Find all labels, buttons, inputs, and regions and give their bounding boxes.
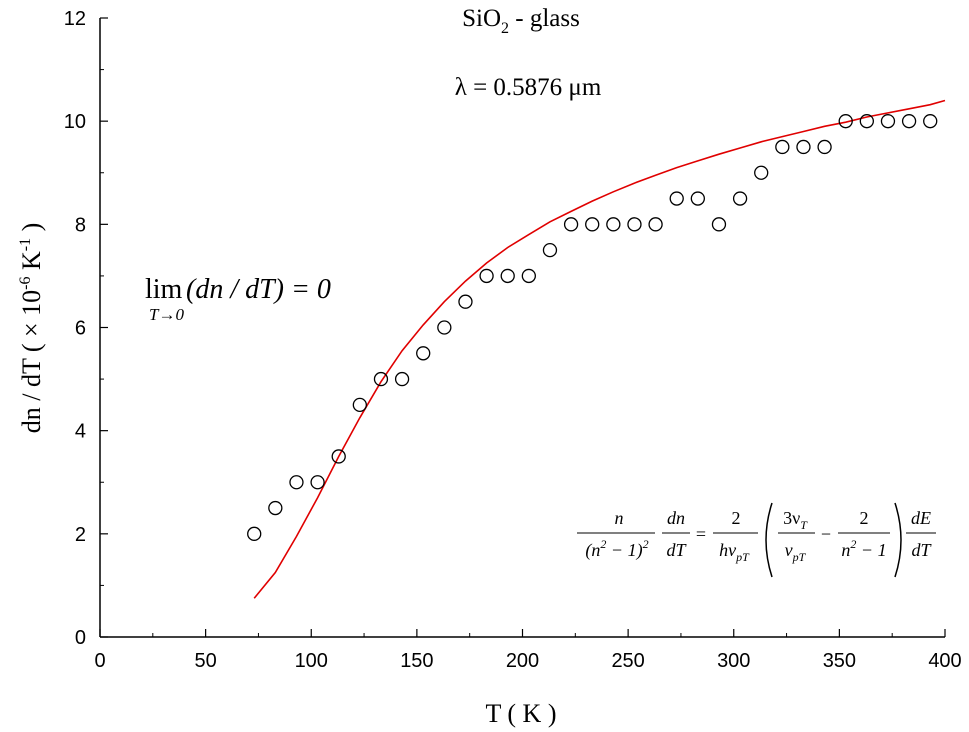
y-tick-label: 8 bbox=[75, 214, 86, 236]
data-point bbox=[310, 475, 325, 490]
y-axis-label: dn / dT ( × 10-6 K-1 ) bbox=[17, 223, 46, 434]
data-point bbox=[669, 191, 684, 206]
data-point bbox=[732, 191, 748, 206]
data-point bbox=[775, 139, 790, 155]
y-tick-label: 2 bbox=[75, 524, 86, 546]
svg-text:dT: dT bbox=[666, 540, 687, 560]
svg-text:dT: dT bbox=[911, 540, 932, 560]
data-point bbox=[817, 139, 832, 155]
data-point bbox=[416, 346, 431, 361]
data-point bbox=[923, 114, 938, 129]
svg-text:νpT: νpT bbox=[785, 540, 807, 564]
data-point bbox=[648, 217, 663, 232]
fit-curve bbox=[253, 99, 946, 599]
data-point bbox=[268, 500, 283, 516]
x-tick-label: 350 bbox=[823, 650, 856, 672]
axes bbox=[99, 18, 945, 638]
svg-text:(dn / dT) = 0: (dn / dT) = 0 bbox=[186, 274, 331, 305]
y-tick-label: 10 bbox=[64, 111, 86, 133]
data-point bbox=[437, 320, 452, 335]
data-point bbox=[500, 268, 515, 284]
svg-text:=: = bbox=[696, 524, 706, 544]
svg-text:n: n bbox=[615, 508, 624, 528]
data-point bbox=[796, 139, 811, 155]
data-points bbox=[247, 114, 938, 541]
data-point bbox=[838, 114, 853, 129]
svg-text:2: 2 bbox=[732, 508, 741, 528]
limit-annotation: lim T→0 (dn / dT) = 0 bbox=[145, 274, 331, 324]
data-point bbox=[627, 217, 642, 232]
data-point bbox=[563, 217, 579, 232]
svg-text:lim: lim bbox=[145, 274, 183, 305]
x-axis-label: T ( K ) bbox=[485, 699, 556, 728]
data-point bbox=[247, 526, 262, 541]
data-point bbox=[880, 114, 896, 129]
chart-title: SiO2 - glass bbox=[462, 5, 580, 37]
data-point bbox=[373, 371, 389, 387]
data-point bbox=[606, 217, 621, 232]
data-point bbox=[542, 242, 558, 258]
data-point bbox=[585, 217, 600, 232]
data-point bbox=[394, 371, 410, 387]
data-point bbox=[711, 217, 727, 232]
data-point bbox=[859, 114, 874, 129]
x-tick-label: 250 bbox=[611, 650, 644, 672]
x-tick-label: 150 bbox=[400, 650, 433, 672]
x-tick-label: 300 bbox=[717, 650, 750, 672]
data-point bbox=[521, 268, 536, 284]
svg-text:(n2 − 1)2: (n2 − 1)2 bbox=[585, 537, 648, 561]
svg-text:3νT: 3νT bbox=[783, 508, 808, 532]
data-point bbox=[331, 449, 346, 464]
data-point bbox=[289, 475, 304, 490]
x-tick-label: 200 bbox=[506, 650, 539, 672]
data-point bbox=[754, 165, 769, 180]
data-point bbox=[458, 294, 473, 309]
y-ticks: 0 2 4 6 8 10 12 bbox=[64, 8, 108, 649]
svg-text:T→0: T→0 bbox=[149, 305, 184, 324]
svg-text:−: − bbox=[821, 524, 831, 544]
svg-text:hνpT: hνpT bbox=[719, 540, 750, 564]
x-tick-label: 400 bbox=[928, 650, 961, 672]
svg-text:n2 − 1: n2 − 1 bbox=[841, 537, 886, 560]
x-ticks: 0 50 100 150 200 250 300 350 400 bbox=[94, 629, 962, 672]
y-tick-label: 6 bbox=[75, 318, 86, 340]
x-tick-label: 0 bbox=[94, 650, 105, 672]
data-point bbox=[901, 114, 917, 129]
svg-text:2: 2 bbox=[860, 508, 869, 528]
x-tick-label: 100 bbox=[295, 650, 328, 672]
chart-subtitle: λ = 0.5876 μm bbox=[455, 74, 602, 101]
svg-text:dE: dE bbox=[911, 508, 931, 528]
data-point bbox=[352, 397, 367, 413]
y-tick-label: 12 bbox=[64, 8, 86, 30]
y-tick-label: 4 bbox=[75, 421, 86, 443]
svg-text:dn: dn bbox=[667, 508, 685, 528]
equation-annotation: n (n2 − 1)2 dn dT = 2 hνpT 3νT νpT − 2 n… bbox=[577, 502, 936, 578]
fit-curve-line bbox=[253, 99, 946, 599]
x-tick-label: 50 bbox=[195, 650, 217, 672]
data-point bbox=[479, 268, 494, 284]
y-tick-label: 0 bbox=[75, 627, 86, 649]
data-point bbox=[690, 191, 705, 206]
